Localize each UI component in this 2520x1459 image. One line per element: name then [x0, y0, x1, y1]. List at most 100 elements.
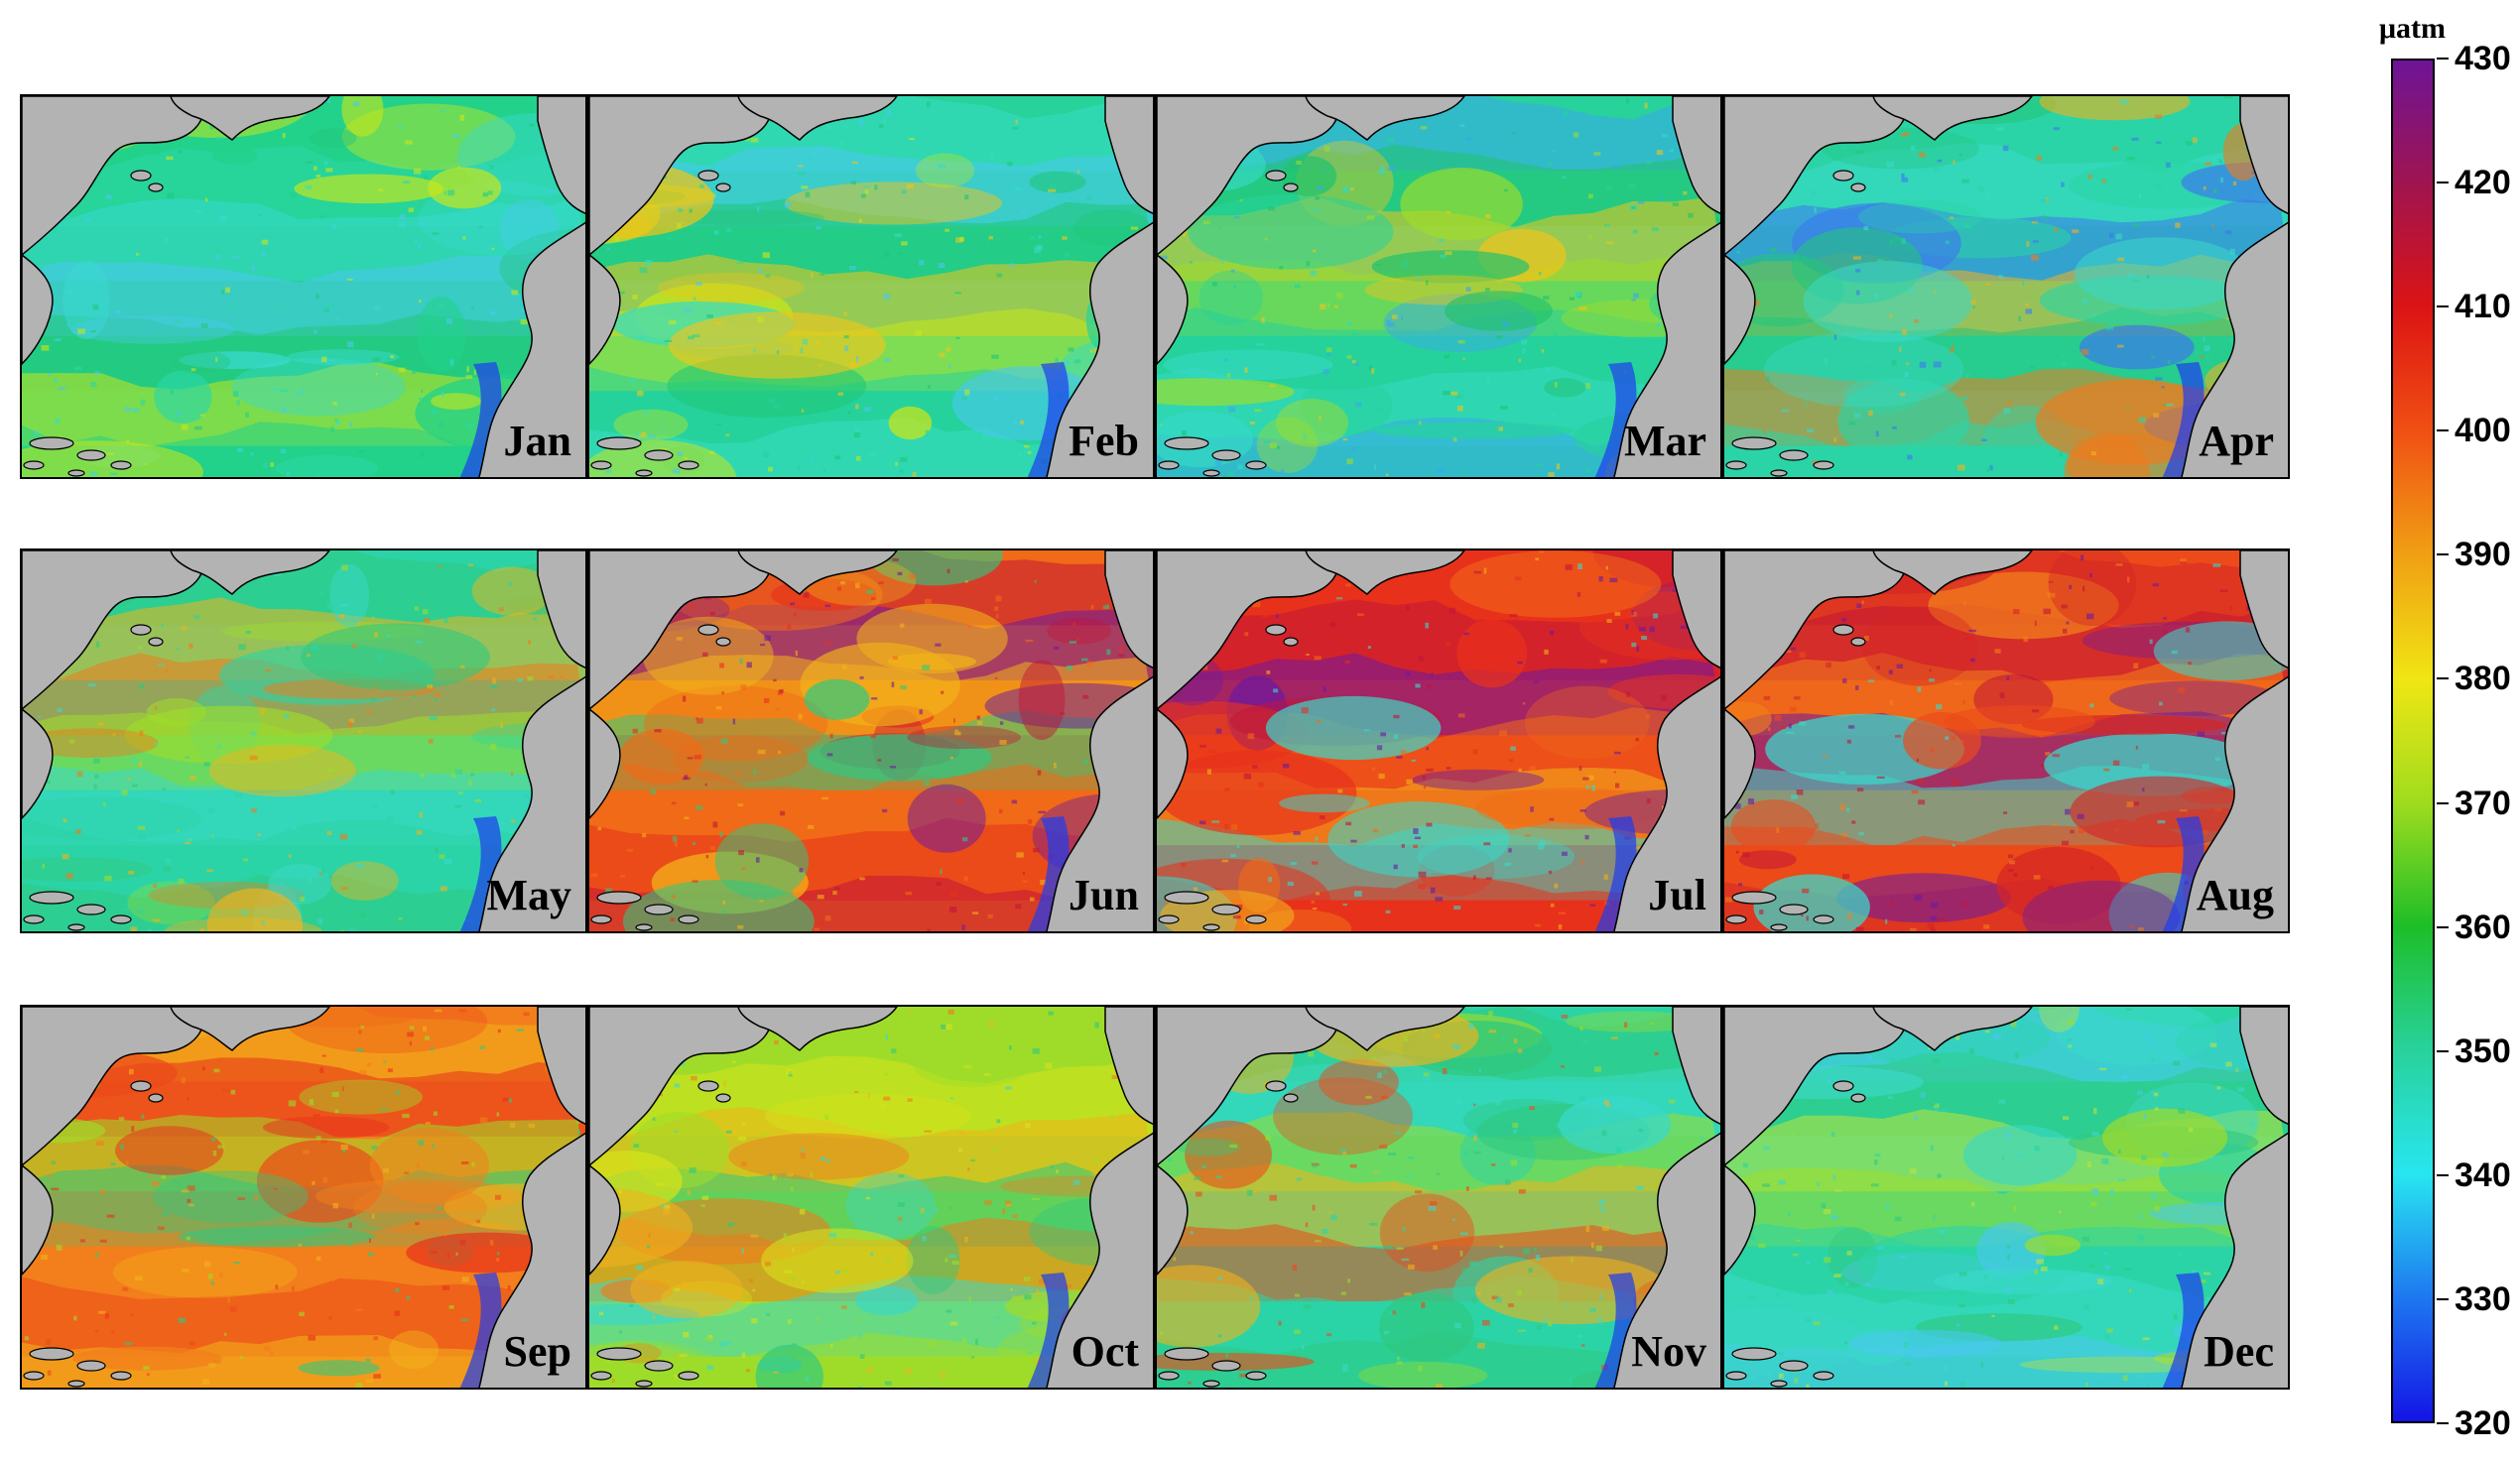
land-mass	[1104, 96, 1153, 215]
land-mass	[1724, 1164, 1756, 1277]
colorbar-tick	[2437, 1173, 2449, 1176]
map-panel-aug: Aug	[1722, 548, 2290, 933]
map-panel-oct: Oct	[587, 1005, 1155, 1390]
colorbar-tick-label: 390	[2455, 536, 2511, 574]
sea-surface-field	[1157, 1007, 1720, 1388]
island	[1245, 914, 1267, 924]
land-mass	[537, 550, 585, 669]
land-mass	[22, 550, 204, 710]
island	[148, 182, 164, 192]
land-mass	[2239, 1007, 2288, 1126]
land-mass	[537, 96, 585, 215]
colorbar-tick	[2437, 1422, 2449, 1424]
island	[67, 1380, 85, 1388]
colorbar-unit-label: μatm	[2379, 12, 2446, 45]
land-mass	[737, 1007, 898, 1051]
island	[1725, 460, 1747, 470]
land-mass	[589, 708, 621, 820]
island	[635, 469, 653, 477]
colorbar-tick-label: 430	[2455, 40, 2511, 77]
island	[1245, 1371, 1267, 1381]
colorbar-tick	[2437, 182, 2449, 184]
island	[697, 624, 719, 636]
land-mass	[589, 550, 772, 710]
colorbar-tick-label: 340	[2455, 1155, 2511, 1194]
island	[1770, 469, 1788, 477]
land-mass	[170, 1007, 330, 1051]
colorbar-tick-label: 320	[2455, 1404, 2511, 1442]
island	[1164, 436, 1209, 450]
island	[1158, 914, 1180, 924]
land-mass	[589, 1007, 772, 1166]
colorbar-tick	[2437, 553, 2449, 556]
island	[590, 1371, 612, 1381]
sea-surface-field	[1157, 96, 1720, 477]
island	[1725, 914, 1747, 924]
island	[1850, 182, 1866, 192]
island	[1832, 624, 1854, 636]
island	[644, 449, 674, 461]
island	[76, 1360, 106, 1372]
map-panel-sep: Sep	[20, 1005, 587, 1390]
island	[29, 1347, 74, 1361]
land-mass	[2181, 675, 2288, 931]
land-mass	[2239, 96, 2288, 215]
island	[1164, 1347, 1209, 1361]
island	[76, 449, 106, 461]
land-mass	[1613, 675, 1720, 931]
land-mass	[1157, 1164, 1189, 1277]
land-mass	[22, 1164, 54, 1277]
land-mass	[1613, 1132, 1720, 1388]
land-mass	[1046, 1132, 1153, 1388]
island	[148, 637, 164, 647]
island	[596, 436, 642, 450]
island	[23, 914, 45, 924]
land-mass	[2181, 1132, 2288, 1388]
island	[1731, 891, 1777, 905]
land-mass	[589, 1164, 621, 1277]
land-mass	[1305, 1007, 1465, 1051]
island	[1202, 923, 1220, 931]
land-mass	[1046, 675, 1153, 931]
sea-surface-field	[1724, 96, 2288, 477]
island	[1779, 904, 1809, 915]
land-mass	[537, 1007, 585, 1126]
month-label: May	[486, 871, 571, 919]
sea-surface-field	[22, 96, 585, 477]
island	[1202, 1380, 1220, 1388]
colorbar-tick-label: 370	[2455, 784, 2511, 822]
island	[1813, 914, 1834, 924]
island	[1265, 1080, 1287, 1092]
island	[130, 1080, 152, 1092]
land-mass	[1724, 1007, 1907, 1166]
land-mass	[170, 550, 330, 595]
land-mass	[1157, 254, 1189, 366]
land-mass	[2181, 221, 2288, 477]
land-mass	[170, 96, 330, 141]
island	[1202, 469, 1220, 477]
island	[110, 460, 132, 470]
colorbar-tick	[2437, 801, 2449, 804]
land-mass	[478, 675, 585, 931]
island	[76, 904, 106, 915]
island	[67, 469, 85, 477]
island	[67, 923, 85, 931]
island	[1245, 460, 1267, 470]
island	[148, 1093, 164, 1103]
island	[678, 914, 699, 924]
island	[1832, 1080, 1854, 1092]
island	[1211, 449, 1241, 461]
colorbar-tick-label: 350	[2455, 1032, 2511, 1070]
island	[23, 460, 45, 470]
island	[1813, 460, 1834, 470]
map-panel-feb: Feb	[587, 94, 1155, 479]
island	[29, 436, 74, 450]
island	[130, 624, 152, 636]
colorbar-tick	[2437, 1297, 2449, 1300]
month-label: Mar	[1623, 417, 1706, 465]
map-panel-may: May	[20, 548, 587, 933]
sea-surface-field	[1724, 550, 2288, 931]
island	[678, 460, 699, 470]
land-mass	[1724, 96, 1907, 256]
month-label: Aug	[2196, 871, 2274, 919]
